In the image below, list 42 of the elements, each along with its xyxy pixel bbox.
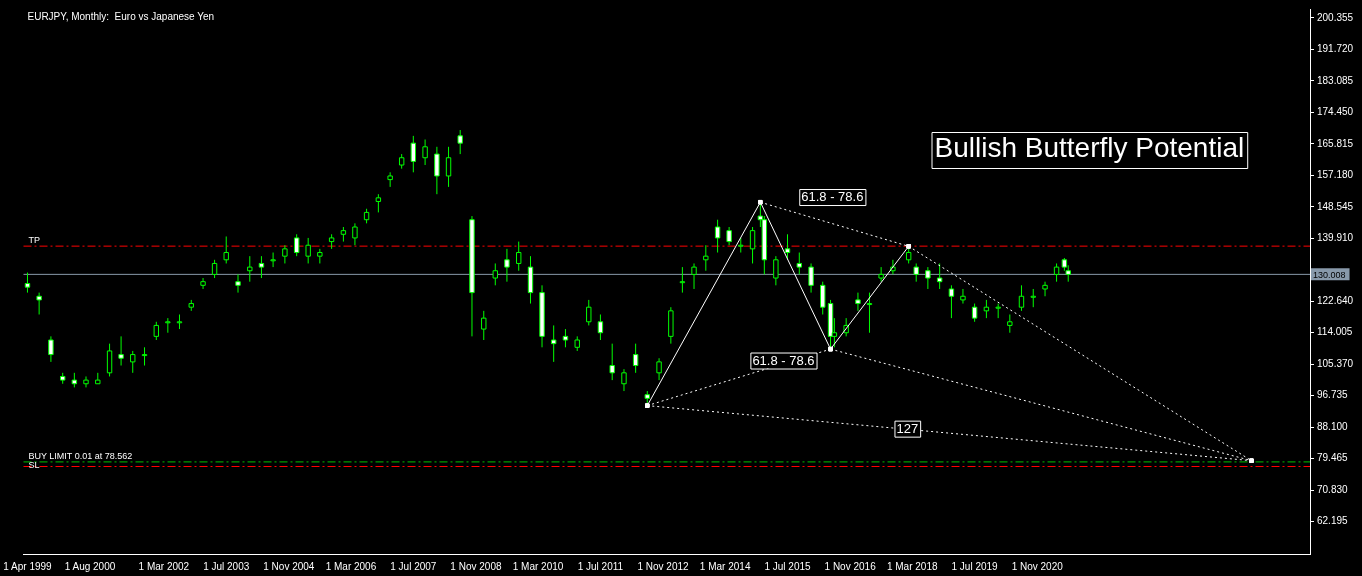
x-tick-label: 1 Jul 2019 (951, 560, 999, 572)
annotation: 127 (896, 420, 919, 436)
y-tick-label: 191.720 (1317, 43, 1354, 55)
y-tick-label: 157.180 (1317, 169, 1354, 181)
y-tick-label: 62.195 (1317, 515, 1349, 527)
y-tick-label: 174.450 (1317, 106, 1354, 118)
x-tick-label: 1 Mar 2010 (512, 560, 564, 572)
ref-line-label: TP (28, 235, 41, 246)
y-tick-label: 165.815 (1317, 137, 1354, 149)
annotation: 61.8 - 78.6 (752, 352, 815, 368)
x-tick-label: 1 Mar 2006 (325, 560, 377, 572)
x-tick-label: 1 Nov 2016 (824, 560, 877, 572)
x-tick-label: 1 Jul 2003 (203, 560, 250, 572)
y-tick-label: 139.910 (1317, 232, 1354, 244)
y-tick-label: 79.465 (1317, 452, 1349, 464)
y-tick-label: 183.085 (1317, 74, 1354, 86)
x-tick-label: 1 Jul 2015 (764, 560, 812, 572)
x-tick-label: 1 Nov 2008 (450, 560, 502, 572)
y-tick-label: 70.830 (1317, 483, 1349, 495)
x-tick-label: 1 Mar 2014 (699, 560, 751, 572)
chart-title: EURJPY, Monthly: Euro vs Japanese Yen (27, 10, 215, 22)
x-tick-label: 1 Apr 1999 (3, 560, 53, 572)
y-tick-label: 122.640 (1317, 294, 1354, 306)
y-tick-label: 88.100 (1317, 420, 1349, 432)
x-tick-label: 1 Aug 2000 (64, 560, 116, 572)
annotation: Bullish Butterfly Potential (934, 131, 1245, 163)
y-tick-label: 105.370 (1317, 357, 1354, 369)
x-tick-label: 1 Mar 2002 (138, 560, 190, 572)
ref-line-label: SL (28, 459, 40, 470)
annotation: 61.8 - 78.6 (801, 189, 864, 205)
y-tick-label: 148.545 (1317, 200, 1354, 212)
ref-line-label: BUY LIMIT 0.01 at 78.562 (28, 450, 133, 461)
x-tick-label: 1 Mar 2018 (886, 560, 938, 572)
y-tick-label: 96.735 (1317, 389, 1349, 401)
y-tick-label: 114.005 (1317, 326, 1353, 338)
x-tick-label: 1 Jul 2007 (390, 560, 437, 572)
x-tick-label: 1 Nov 2012 (637, 560, 690, 572)
x-tick-label: 1 Nov 2020 (1011, 560, 1064, 572)
ref-line-label: 130.008 (1313, 270, 1346, 281)
x-tick-label: 1 Jul 2011 (577, 560, 624, 572)
x-tick-label: 1 Nov 2004 (263, 560, 315, 572)
y-tick-label: 200.355 (1317, 11, 1354, 23)
